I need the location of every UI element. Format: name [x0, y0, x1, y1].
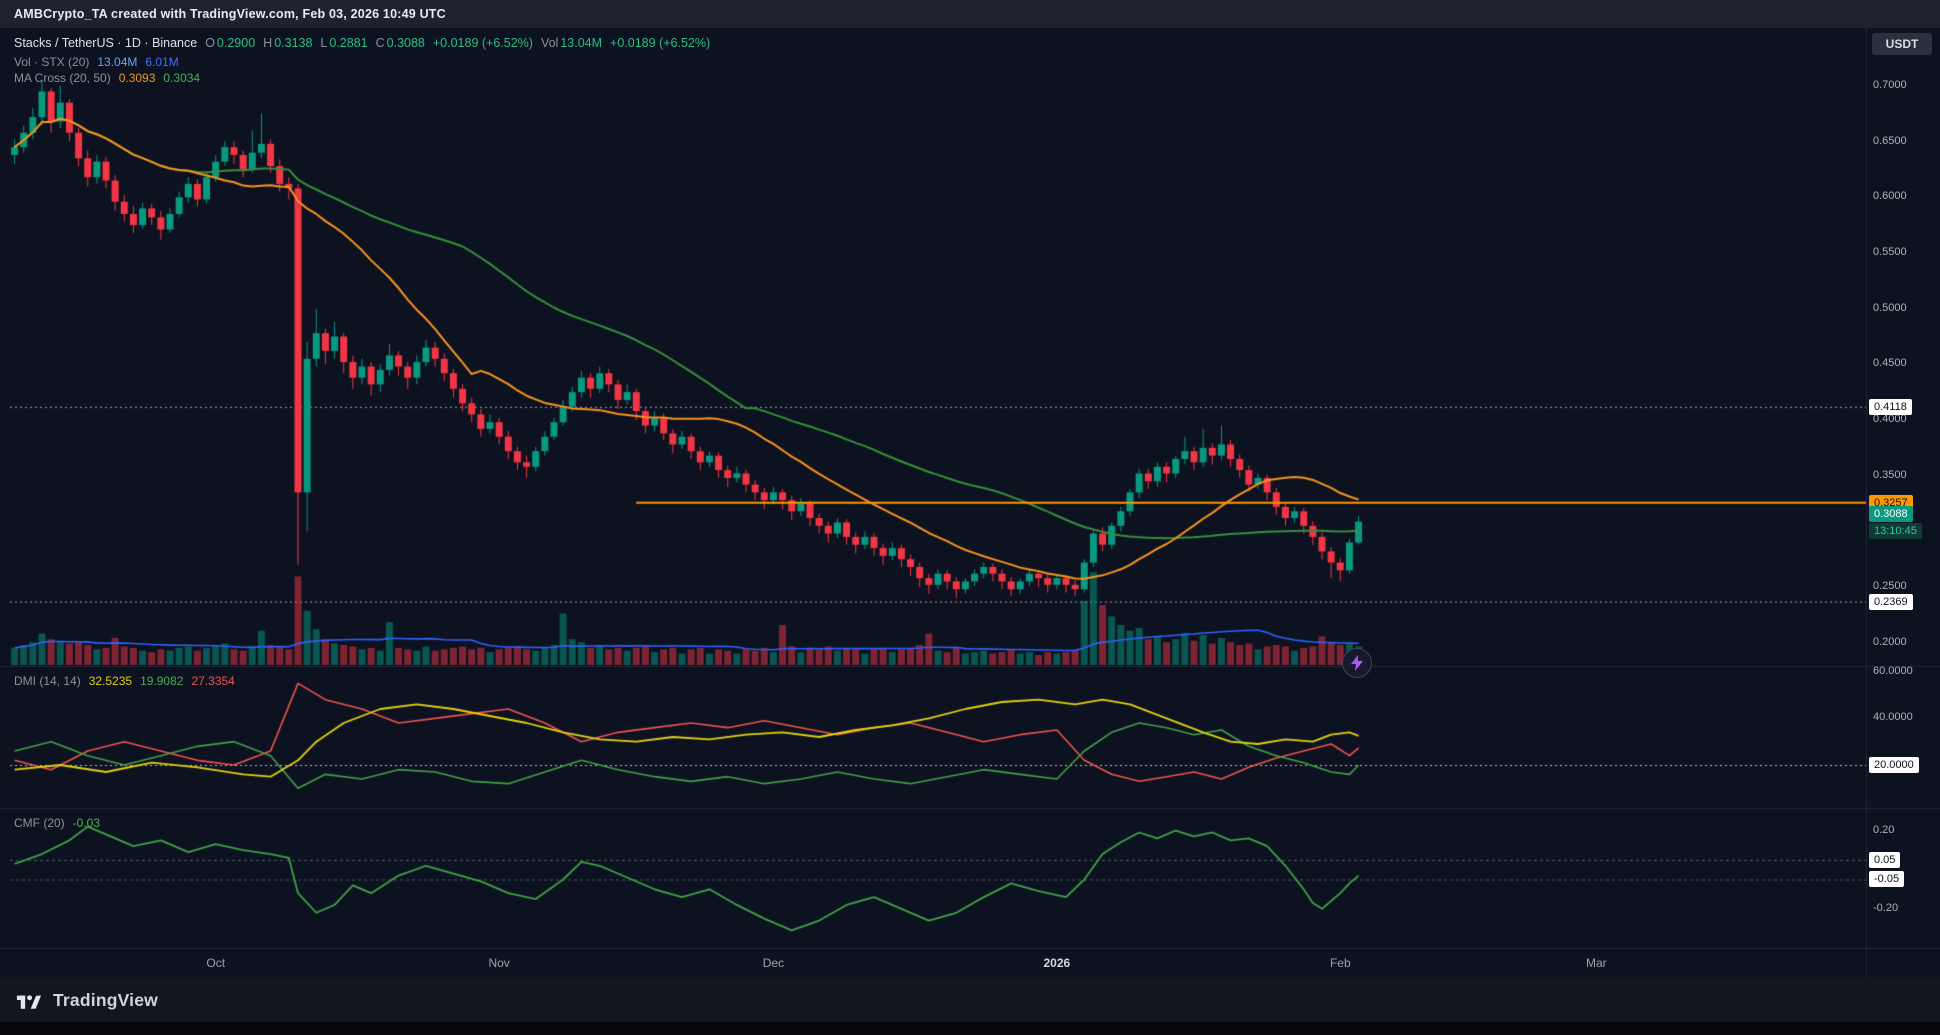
- change-value: +0.0189 (+6.52%): [432, 36, 533, 50]
- close-label: C: [375, 36, 385, 50]
- price-axis-label: 0.6000: [1873, 190, 1907, 203]
- symbol-title: Stacks / TetherUS · 1D · Binance: [14, 36, 198, 50]
- currency-toggle-button[interactable]: USDT: [1872, 33, 1932, 55]
- price-axis-label: 0.5500: [1873, 245, 1907, 258]
- level-tag-white: 0.2369: [1869, 593, 1913, 610]
- low-label: L: [320, 36, 328, 50]
- dmi-label: DMI (14, 14): [14, 674, 81, 688]
- high-value: 0.3138: [274, 36, 313, 50]
- cmf-level-tag: -0.05: [1869, 871, 1905, 888]
- volume-change-value: +0.0189 (+6.52%): [610, 36, 711, 50]
- high-label: H: [263, 36, 273, 50]
- month-label: Nov: [488, 956, 510, 970]
- dmi-plus-di-value: 19.9082: [140, 674, 184, 688]
- cmf-value: -0.03: [72, 816, 101, 830]
- price-axis-label: 0.7000: [1873, 78, 1907, 91]
- dmi-axis-label: 40.0000: [1873, 711, 1913, 724]
- dmi-legend-row[interactable]: DMI (14, 14) 32.5235 19.9082 27.3354: [14, 674, 235, 688]
- last-price-tag: 0.3088: [1869, 505, 1913, 522]
- cmf-label: CMF (20): [14, 816, 65, 830]
- open-label: O: [205, 36, 215, 50]
- dmi-level-tag: 20.0000: [1869, 757, 1919, 773]
- cmf-axis-label: 0.20: [1873, 823, 1895, 836]
- low-value: 0.2881: [329, 36, 368, 50]
- volume-value: 13.04M: [560, 36, 603, 50]
- price-chart-canvas[interactable]: [0, 28, 1940, 978]
- price-axis-label: 0.4000: [1873, 413, 1907, 425]
- volume-indicator-legend-row[interactable]: Vol · STX (20) 13.04M 6.01M: [14, 55, 179, 69]
- bottom-strip: [0, 1022, 1940, 1035]
- volume-ma-value: 6.01M: [145, 55, 179, 69]
- price-axis-label: 0.2000: [1873, 635, 1907, 648]
- open-value: 0.2900: [216, 36, 256, 50]
- price-scale[interactable]: 0.7000 0.6500 0.6000 0.5500 0.5000 0.4500 0.40…: [1866, 28, 1940, 948]
- volume-indicator-value: 13.04M: [97, 55, 138, 69]
- cmf-legend-row[interactable]: CMF (20) -0.03: [14, 816, 100, 830]
- month-label: Oct: [206, 956, 226, 970]
- ma-cross-label: MA Cross (20, 50): [14, 71, 111, 85]
- symbol-legend-row[interactable]: Stacks / TetherUS · 1D · Binance O 0.290…: [14, 36, 710, 50]
- cmf-level-tag: 0.05: [1869, 851, 1901, 868]
- chart-region: Stacks / TetherUS · 1D · Binance O 0.290…: [0, 28, 1940, 978]
- tradingview-logo-icon: [16, 995, 42, 1009]
- ma-slow-value: 0.3034: [163, 71, 201, 85]
- price-axis-label: 0.2500: [1873, 580, 1907, 593]
- month-label: 2026: [1043, 956, 1071, 970]
- countdown-tag: 13:10:45: [1869, 522, 1922, 539]
- attribution-bar: AMBCrypto_TA created with TradingView.co…: [0, 0, 1940, 28]
- price-axis-label: 0.4500: [1873, 357, 1907, 370]
- ma-fast-value: 0.3093: [118, 71, 156, 85]
- close-value: 0.3088: [386, 36, 425, 50]
- month-label: Feb: [1329, 956, 1351, 970]
- dmi-adx-value: 32.5235: [88, 674, 133, 688]
- price-axis-label: 0.5000: [1873, 301, 1907, 314]
- ma-cross-legend-row[interactable]: MA Cross (20, 50) 0.3093 0.3034: [14, 71, 200, 85]
- price-axis-label: 0.6500: [1873, 134, 1907, 147]
- dmi-minus-di-value: 27.3354: [191, 674, 235, 688]
- tradingview-logo-link[interactable]: TradingView: [0, 978, 1940, 1022]
- level-tag-white: 0.4118: [1869, 398, 1912, 415]
- volume-label: Vol: [540, 36, 559, 50]
- time-scale[interactable]: Oct Nov Dec 2026 Feb Mar: [0, 948, 1940, 978]
- ambcrypto-watermark-icon: [1342, 648, 1372, 678]
- month-label: Mar: [1585, 956, 1607, 970]
- price-axis-label: 0.3500: [1873, 468, 1907, 481]
- volume-indicator-label: Vol · STX (20): [14, 55, 90, 69]
- tradingview-wordmark: TradingView: [53, 989, 158, 1010]
- attribution-text: AMBCrypto_TA created with TradingView.co…: [14, 7, 446, 21]
- cmf-axis-label: -0.20: [1873, 901, 1899, 914]
- month-label: Dec: [762, 956, 785, 970]
- dmi-axis-label: 60.0000: [1873, 664, 1913, 677]
